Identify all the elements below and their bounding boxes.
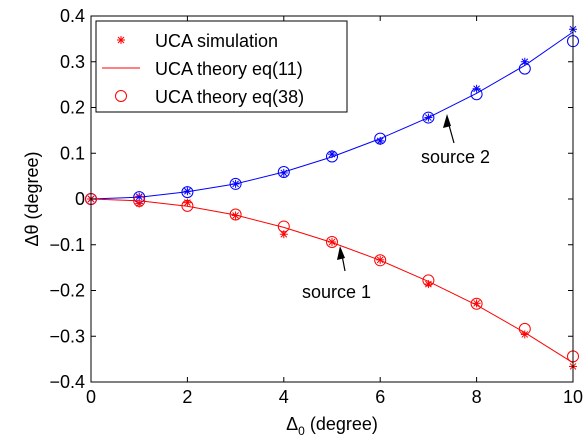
arrowhead-icon [443,114,451,128]
theory38-point-source-1 [374,254,387,267]
legend-label-theory38: UCA theory eq(38) [155,87,304,107]
simulation-point-source-2 [520,57,529,66]
legend-label-theory11: UCA theory eq(11) [155,59,303,79]
theory38-point-source-2 [229,177,242,190]
y-tick-label: 0 [75,189,85,209]
simulation-point-source-2 [424,113,433,122]
theory38-point-source-2 [277,166,290,179]
theory11-line-source-1 [90,198,574,364]
x-tick-label: 4 [279,387,289,407]
simulation-point-source-2 [231,179,240,188]
x-tick-label: 8 [472,387,482,407]
simulation-point-source-2 [183,187,192,196]
legend-asterisk-icon [117,36,125,44]
y-tick-label: 0.3 [60,52,85,72]
annotation-label-source-2: source 2 [421,147,490,167]
y-tick-label: 0.1 [60,143,85,163]
theory38-point-source-2 [422,111,435,124]
legend: UCA simulation UCA theory eq(11) UCA the… [95,20,348,113]
x-tick-label: 0 [86,387,96,407]
simulation-point-source-1 [279,230,288,239]
simulation-point-source-1 [520,330,529,339]
x-tick-label: 6 [375,387,385,407]
theory38-point-source-1 [470,297,483,310]
theory38-point-source-1 [326,236,338,249]
annotation-label-source-1: source 1 [302,282,371,302]
y-tick-label: 0.2 [60,98,85,118]
simulation-point-source-1 [135,199,144,208]
simulation-point-source-2 [472,84,481,93]
simulation-point-source-2 [135,192,144,201]
simulation-point-source-1 [183,198,192,207]
legend-circle-marker-icon [115,90,127,102]
y-tick-label: 0.4 [60,6,85,26]
legend-label-simulation: UCA simulation [155,31,278,51]
simulation-point-source-1 [424,280,433,289]
simulation-point-source-1 [328,238,336,247]
series-layer [85,25,579,371]
x-axis-label-unit: (degree) [305,414,378,434]
ticks-layer: 0 2 4 6 8 10 0.4 0.3 0.2 0.1 0 −0.1 −0.2 −0.3 −0.4 [49,6,583,407]
x-tick-label: 2 [182,387,192,407]
simulation-point-source-1 [231,211,240,220]
theory38-point-source-1 [229,208,242,221]
x-axis-label-symbol: Δ [286,414,298,434]
x-tick-label: 10 [563,387,583,407]
x-axis-label: Δ0 (degree) [286,414,378,438]
simulation-point-source-2 [279,168,288,177]
theory38-point-source-2 [181,186,194,199]
y-tick-label: −0.3 [49,326,85,346]
y-tick-label: −0.2 [49,281,85,301]
simulation-point-source-2 [376,136,385,145]
simulation-point-source-2 [328,150,336,159]
legend-box [95,20,348,113]
annotation-source-2: source 2 [421,114,490,167]
simulation-point-source-1 [472,299,481,308]
annotation-source-1: source 1 [302,246,371,302]
simulation-point-source-1 [376,255,385,264]
y-axis-label: Δθ (degree) [22,151,42,246]
y-tick-label: −0.4 [49,372,85,392]
x-axis-label-subscript: 0 [298,424,305,438]
arrowhead-icon [337,246,345,260]
legend-asterisk-marker-icon [117,36,125,44]
y-tick-label: −0.1 [49,235,85,255]
